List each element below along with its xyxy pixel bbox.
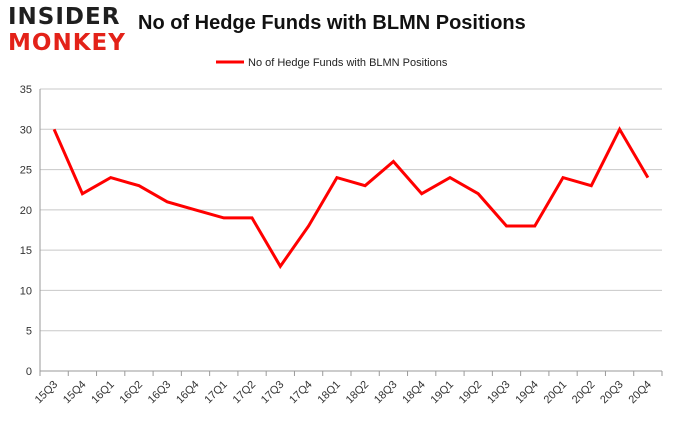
x-tick-label: 19Q2	[457, 379, 485, 407]
x-tick-label: 16Q1	[89, 379, 117, 407]
y-tick-label: 10	[20, 285, 32, 297]
grid-lines	[40, 88, 662, 332]
legend-label: No of Hedge Funds with BLMN Positions	[248, 57, 448, 69]
y-tick-label: 25	[20, 165, 32, 177]
x-tick-label: 17Q3	[259, 379, 287, 407]
y-tick-label: 0	[26, 366, 32, 378]
x-tick-label: 20Q4	[626, 379, 654, 407]
x-tick-label: 20Q2	[570, 379, 598, 407]
x-tick-labels: 15Q3 15Q4 16Q1 16Q2 16Q3 16Q4 17Q1 17Q2 17Q3 17Q4…	[33, 379, 654, 407]
y-tick-label: 30	[20, 124, 32, 136]
series-lines	[52, 126, 650, 270]
y-tick-label: 5	[26, 326, 32, 338]
x-tick-label: 16Q3	[146, 379, 174, 407]
axes	[39, 89, 663, 376]
x-tick-label: 20Q3	[598, 379, 626, 407]
y-tick-labels: 0 5 10 15 20 25 30 35	[20, 84, 32, 378]
x-tick-label: 19Q1	[429, 379, 457, 407]
x-tick-label: 17Q4	[287, 379, 315, 407]
logo-line-2: MONKEY	[8, 30, 126, 56]
x-tick-label: 20Q1	[542, 379, 570, 407]
x-tick-label: 18Q2	[344, 379, 372, 407]
y-tick-label: 15	[20, 245, 32, 257]
x-tick-label: 15Q3	[33, 379, 61, 407]
x-tick-label: 19Q4	[513, 379, 541, 407]
logo-line-1: INSIDER	[8, 4, 121, 30]
y-tick-label: 35	[20, 84, 32, 96]
x-tick-label: 18Q3	[372, 379, 400, 407]
insider-monkey-logo: INSIDER MONKEY	[8, 4, 128, 56]
x-tick-label: 18Q1	[315, 379, 343, 407]
legend: No of Hedge Funds with BLMN Positions	[216, 57, 448, 69]
chart-title: No of Hedge Funds with BLMN Positions	[138, 12, 526, 34]
x-tick-label: 19Q3	[485, 379, 513, 407]
x-tick-label: 18Q4	[400, 379, 428, 407]
x-tick-label: 16Q4	[174, 379, 202, 407]
x-tick-label: 16Q2	[118, 379, 146, 407]
series-line	[52, 126, 650, 270]
x-tick-label: 15Q4	[61, 379, 89, 407]
y-tick-label: 20	[20, 205, 32, 217]
x-tick-label: 17Q2	[231, 379, 259, 407]
x-tick-label: 17Q1	[202, 379, 230, 407]
